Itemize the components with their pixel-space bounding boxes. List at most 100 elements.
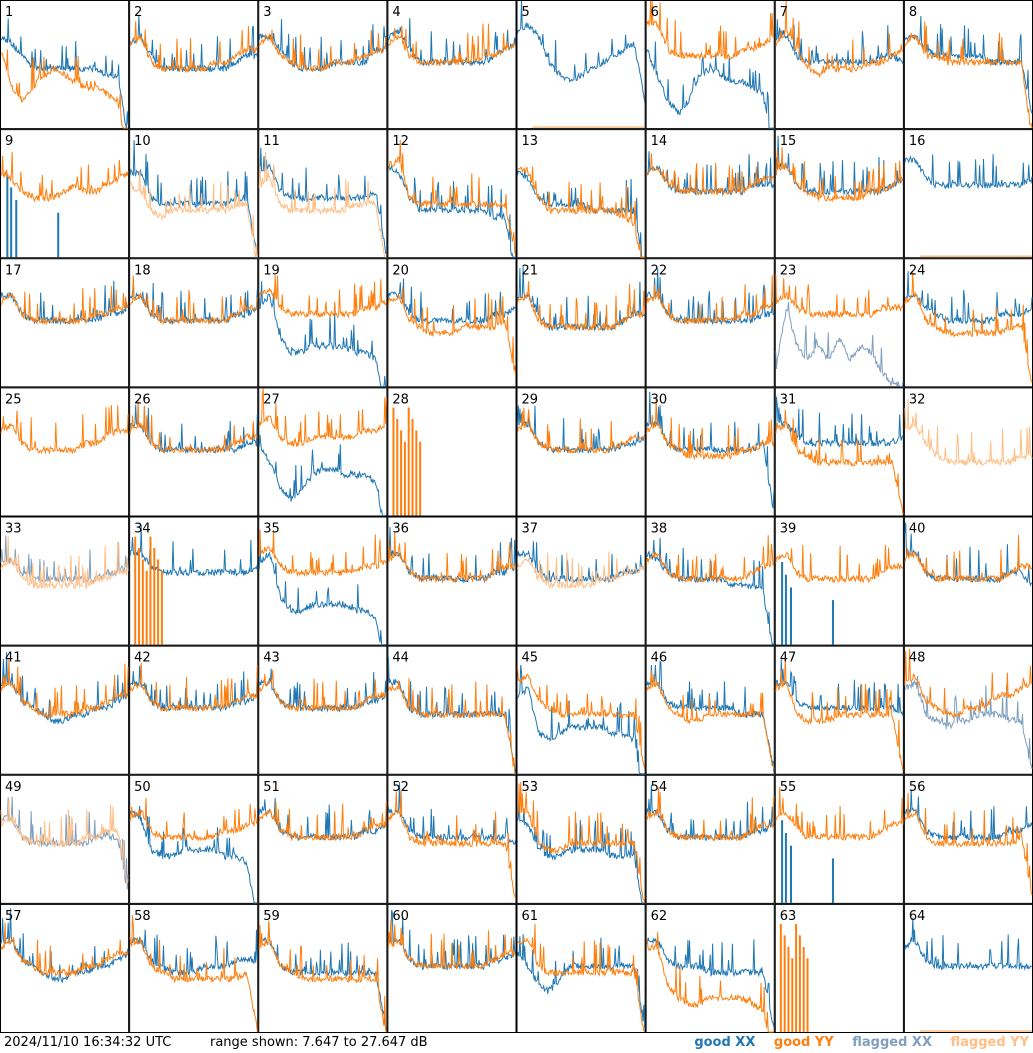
series-yy [517, 781, 646, 904]
series-xx [258, 797, 387, 841]
series-yy [904, 534, 1033, 584]
panel-frame [645, 129, 775, 259]
panel-43: 43 [258, 645, 388, 775]
panel-frame [0, 645, 130, 775]
panel-label: 34 [134, 522, 151, 537]
panel-9: 9 [0, 129, 130, 259]
panel-label: 25 [5, 392, 22, 407]
series-yy [0, 285, 129, 326]
panel-56: 56 [903, 774, 1033, 904]
series-yy [517, 166, 645, 258]
series-yy [517, 923, 646, 1033]
series-xx [258, 281, 387, 387]
series-xx [0, 652, 129, 725]
panel-frame [387, 903, 517, 1033]
panel-label: 37 [522, 522, 539, 537]
panel-label: 53 [522, 780, 539, 795]
panel-label: 59 [263, 909, 280, 924]
panel-36: 36 [387, 516, 517, 646]
panel-label: 63 [780, 909, 797, 924]
panel-frame [774, 387, 904, 517]
panel-63: 63 [774, 903, 904, 1033]
panel-12: 12 [387, 129, 517, 259]
series-yy [646, 932, 774, 1033]
panel-label: 18 [134, 263, 151, 278]
panel-6: 6 [645, 0, 775, 130]
series-xx [904, 154, 1033, 190]
series-yy [517, 551, 646, 590]
panel-label: 30 [651, 392, 668, 407]
series-xx [775, 19, 904, 67]
panel-37: 37 [516, 516, 646, 646]
panel-22: 22 [645, 258, 775, 388]
series-xx [904, 522, 1033, 587]
panel-label: 9 [5, 134, 13, 149]
series-yy [387, 532, 516, 584]
series-yy [0, 922, 129, 978]
panel-label: 50 [134, 780, 151, 795]
panel-label: 51 [263, 780, 280, 795]
panel-1: 1 [0, 0, 130, 130]
panel-14: 14 [645, 129, 775, 259]
series-xx [517, 802, 645, 904]
series-yy [129, 400, 258, 455]
series-yy [129, 170, 258, 258]
range-text: range shown: 7.647 to 27.647 dB [210, 1035, 428, 1050]
series-xx [129, 15, 258, 73]
panel-21: 21 [516, 258, 646, 388]
series-xx [904, 675, 1033, 769]
panel-frame [387, 0, 517, 130]
panel-frame [774, 774, 904, 904]
panel-label: 2 [134, 5, 142, 20]
series-xx [258, 19, 387, 73]
legend: good XX good YY flagged XX flagged YY [680, 1035, 1029, 1050]
series-yy [904, 792, 1033, 895]
series-yy [517, 281, 646, 331]
panel-54: 54 [645, 774, 775, 904]
series-yy [0, 658, 129, 719]
series-yy [0, 405, 129, 455]
series-yy [129, 915, 258, 1032]
panel-label: 13 [522, 134, 539, 149]
panel-frame [774, 129, 904, 259]
series-xx [387, 656, 516, 774]
panel-31: 31 [774, 387, 904, 517]
series-yy [129, 275, 258, 326]
panel-frame [0, 129, 130, 259]
panel-label: 60 [392, 909, 409, 924]
panel-38: 38 [645, 516, 775, 646]
series-xx [904, 917, 1033, 971]
series-xx [129, 805, 258, 904]
series-yy [646, 535, 774, 584]
panel-8: 8 [903, 0, 1033, 130]
panel-frame [0, 258, 130, 388]
series-yy [646, 398, 775, 461]
series-xx [646, 936, 775, 1027]
panel-label: 35 [263, 522, 280, 537]
series-yy [775, 274, 904, 319]
series-yy [775, 786, 904, 842]
series-yy [517, 407, 646, 455]
panel-51: 51 [258, 774, 388, 904]
panel-5: 5 [516, 0, 646, 130]
series-yy [258, 274, 387, 319]
series-yy [258, 920, 387, 1033]
series-yy [387, 23, 516, 67]
panel-label: 29 [522, 392, 539, 407]
panel-label: 14 [651, 134, 668, 149]
panel-label: 36 [392, 522, 409, 537]
series-yy [775, 409, 904, 515]
panel-frame [258, 645, 388, 775]
panel-label: 20 [392, 263, 409, 278]
series-xx [775, 301, 904, 387]
series-yy [775, 658, 904, 772]
panel-53: 53 [516, 774, 646, 904]
series-yy [387, 140, 516, 256]
panel-59: 59 [258, 903, 388, 1033]
series-yy [517, 666, 646, 769]
panel-label: 38 [651, 522, 668, 537]
panel-label: 56 [909, 780, 926, 795]
panel-label: 1 [5, 5, 13, 20]
series-xx [0, 535, 129, 584]
panel-29: 29 [516, 387, 646, 517]
